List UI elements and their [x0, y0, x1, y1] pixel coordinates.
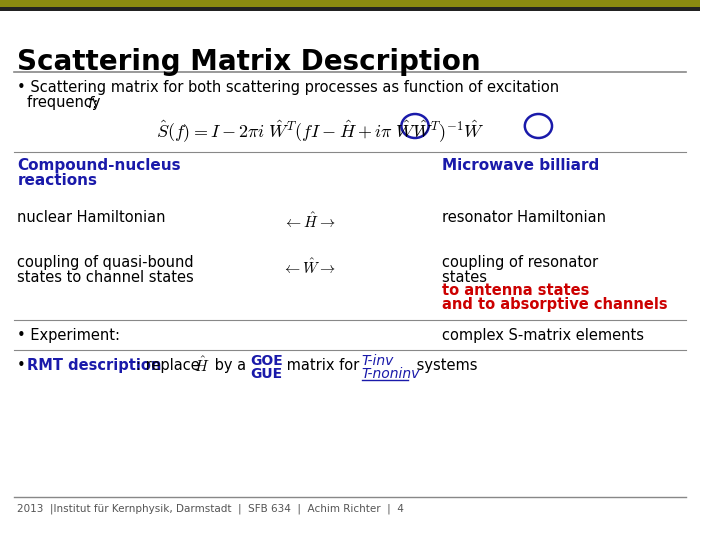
Text: reactions: reactions [17, 173, 97, 188]
Text: Microwave billiard: Microwave billiard [442, 158, 600, 173]
Text: $\hat{S}(f) = I - 2\pi i\; \hat{W}^T (f I - \hat{H} + i\pi\; \hat{W}\hat{W}^T)^{: $\hat{S}(f) = I - 2\pi i\; \hat{W}^T (f … [156, 118, 485, 144]
Text: : replace: : replace [136, 358, 204, 373]
Text: $\leftarrow \hat{H} \rightarrow$: $\leftarrow \hat{H} \rightarrow$ [283, 212, 336, 231]
Bar [0, 0, 700, 7]
Text: coupling of quasi-bound: coupling of quasi-bound [17, 255, 194, 270]
Text: Compound-nucleus: Compound-nucleus [17, 158, 181, 173]
Text: frequency: frequency [27, 95, 105, 110]
Text: • Experiment:: • Experiment: [17, 328, 120, 343]
Text: GUE: GUE [251, 367, 283, 381]
Text: Scattering Matrix Description: Scattering Matrix Description [17, 48, 481, 76]
Text: resonator Hamiltonian: resonator Hamiltonian [442, 210, 606, 225]
Text: and to absorptive channels: and to absorptive channels [442, 297, 668, 312]
Text: RMT description: RMT description [27, 358, 161, 373]
Text: T-noninv: T-noninv [361, 367, 420, 381]
Text: nuclear Hamiltonian: nuclear Hamiltonian [17, 210, 166, 225]
Text: to antenna states: to antenna states [442, 283, 590, 298]
Text: matrix for: matrix for [282, 358, 359, 373]
Text: •: • [17, 358, 31, 373]
Text: states to channel states: states to channel states [17, 270, 194, 285]
Text: systems: systems [412, 358, 477, 373]
Bar [0, 7, 700, 11]
Text: 2013  |Institut für Kernphysik, Darmstadt  |  SFB 634  |  Achim Richter  |  4: 2013 |Institut für Kernphysik, Darmstadt… [17, 503, 405, 514]
Text: $f$:: $f$: [87, 95, 99, 111]
Text: GOE: GOE [251, 354, 284, 368]
Text: $\leftarrow \hat{W} \rightarrow$: $\leftarrow \hat{W} \rightarrow$ [282, 258, 336, 278]
Text: • Scattering matrix for both scattering processes as function of excitation: • Scattering matrix for both scattering … [17, 80, 559, 95]
Text: by a: by a [210, 358, 251, 373]
Text: complex S-matrix elements: complex S-matrix elements [442, 328, 644, 343]
Text: states: states [442, 270, 492, 285]
Text: coupling of resonator: coupling of resonator [442, 255, 598, 270]
Text: T-inv: T-inv [361, 354, 394, 368]
Text: $\hat{H}$: $\hat{H}$ [194, 356, 210, 375]
